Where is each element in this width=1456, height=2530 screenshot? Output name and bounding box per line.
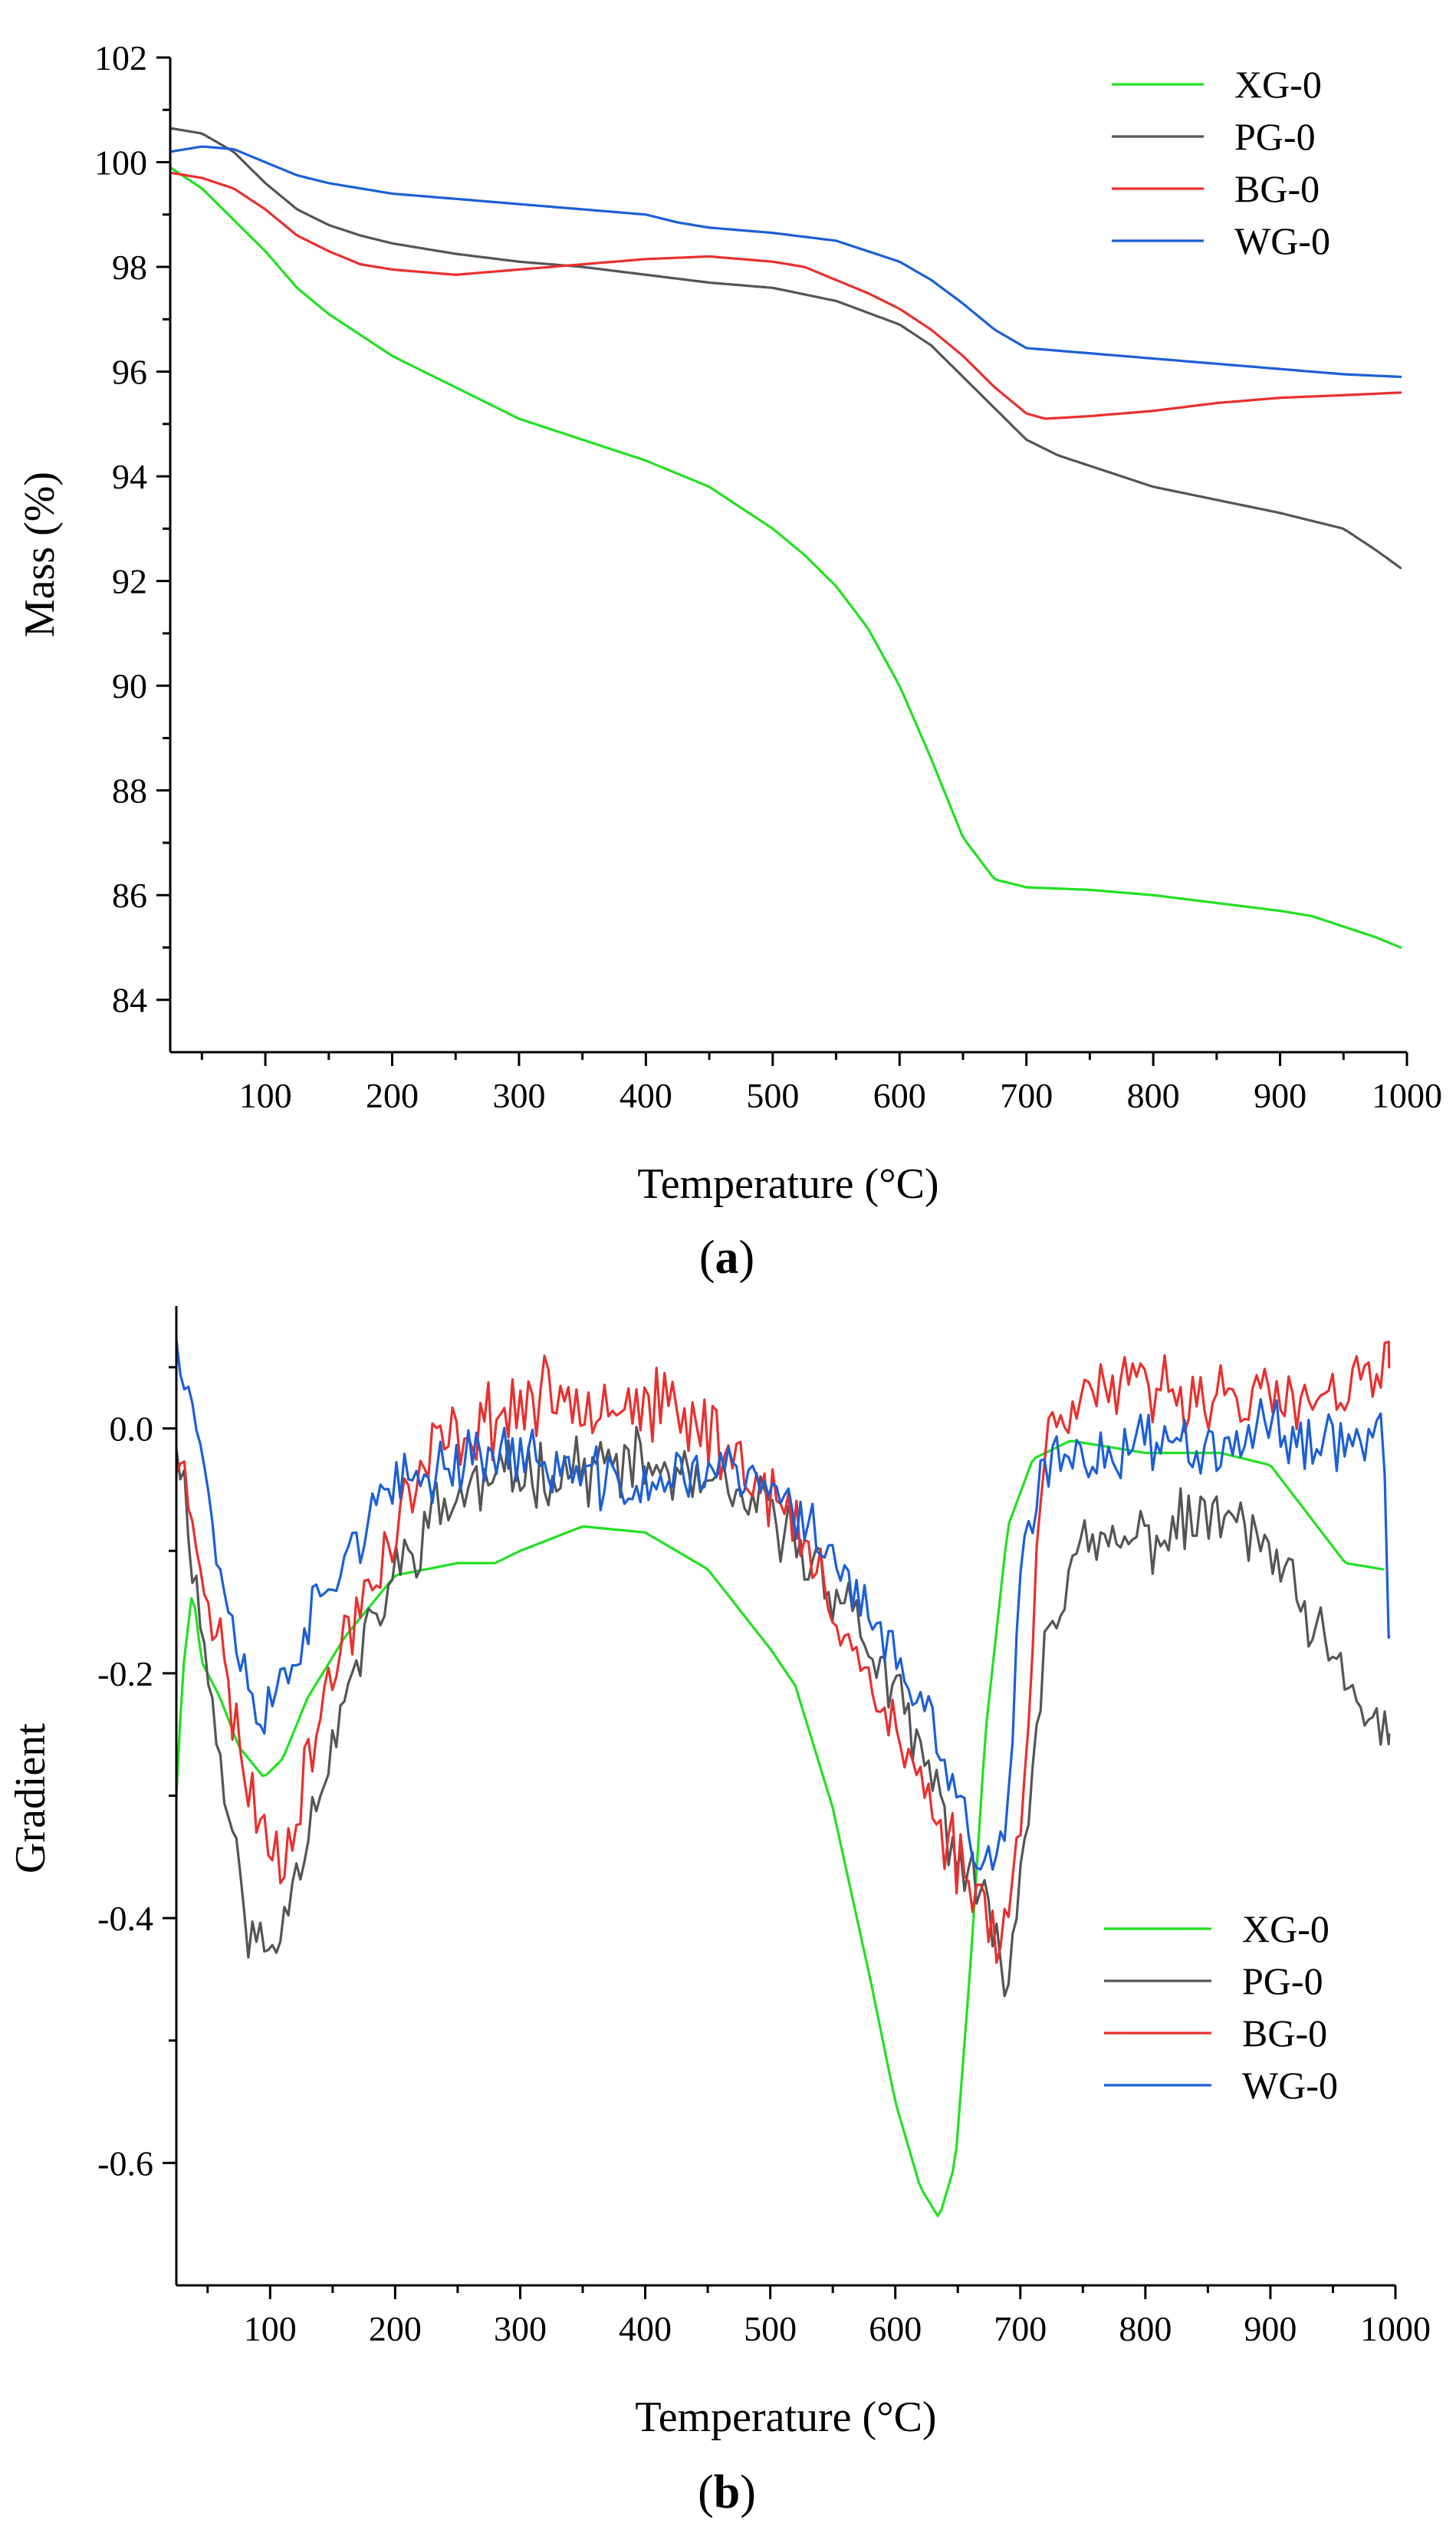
panel-a-legend-label-bg-0: BG-0 <box>1234 167 1320 210</box>
panel-a-y-tick-label: 94 <box>112 457 147 496</box>
panel-b-x-tick-label: 500 <box>744 2309 797 2348</box>
panel-a-y-tick-label: 96 <box>112 353 147 392</box>
panel-b-x-axis-title: Temperature (°C) <box>635 2393 936 2441</box>
panel-a-x-tick-label: 700 <box>1000 1076 1053 1115</box>
panel-a-x-tick-label: 800 <box>1127 1076 1180 1115</box>
panel-a-x-axis-title: Temperature (°C) <box>637 1160 938 1208</box>
panel-b-legend-label-xg-0: XG-0 <box>1242 1907 1329 1950</box>
panel-b-series-group <box>175 1338 1391 2218</box>
panel-a-x-tick-label: 1000 <box>1372 1076 1442 1115</box>
panel-a-series-pg-0 <box>169 127 1402 570</box>
panel-a-series-wg-0 <box>169 145 1402 378</box>
panel-b-x-tick-label: 1000 <box>1360 2309 1431 2348</box>
panel-a-series-bg-0 <box>169 171 1402 420</box>
panel-b-x-tick-label: 900 <box>1244 2309 1297 2348</box>
panel-b-y-tick-label: 0.0 <box>110 1410 154 1449</box>
panel-b-series-pg-0 <box>175 1426 1391 1998</box>
panel-a-y-axis-title: Mass (%) <box>16 472 64 637</box>
panel-b-y-tick-label: -0.2 <box>97 1654 153 1693</box>
panel-b-x-tick-label: 600 <box>869 2309 922 2348</box>
panel-b-x-tick-label: 100 <box>244 2309 297 2348</box>
panel-a-x-tick-label: 100 <box>239 1076 292 1115</box>
panel-b-gradient-chart: 100 200 300 400 500 600 700 800 900 1000 0.0 -0.2 -0… <box>7 1306 1431 2518</box>
panel-a-x-tick-label: 500 <box>746 1076 799 1115</box>
panel-a-tga-chart: 100 200 300 400 500 600 700 800 900 1000 84 86 88 90 9… <box>16 38 1442 1284</box>
panel-a-x-tick-label: 900 <box>1254 1076 1306 1115</box>
panel-a-x-tick-label: 300 <box>492 1076 545 1115</box>
panel-b-legend-label-wg-0: WG-0 <box>1242 2064 1338 2107</box>
panel-a-y-tick-label: 92 <box>112 562 147 601</box>
panel-a-y-tick-label: 86 <box>112 876 147 915</box>
panel-b-ticks: 100 200 300 400 500 600 700 800 900 1000 0.0 -0.2 -0… <box>97 1366 1431 2348</box>
panel-a-y-tick-label: 98 <box>112 248 147 287</box>
panel-b-label: (b) <box>698 2466 756 2518</box>
panel-b-series-wg-0 <box>175 1338 1391 1871</box>
panel-b-legend: XG-0 PG-0 BG-0 WG-0 <box>1104 1907 1338 2107</box>
panel-a-legend: XG-0 PG-0 BG-0 WG-0 <box>1112 63 1330 262</box>
panel-b-legend-label-bg-0: BG-0 <box>1242 2012 1327 2055</box>
panel-a-y-tick-label: 90 <box>112 666 147 706</box>
panel-b-legend-label-pg-0: PG-0 <box>1242 1959 1323 2002</box>
panel-a-series-xg-0 <box>169 166 1402 949</box>
panel-a-y-tick-label: 84 <box>112 981 147 1020</box>
panel-a-y-tick-label: 102 <box>94 38 147 77</box>
panel-a-x-tick-label: 200 <box>366 1076 419 1115</box>
panel-a-ticks: 100 200 300 400 500 600 700 800 900 1000 84 86 88 90 9… <box>94 38 1442 1115</box>
panel-a-x-tick-label: 400 <box>620 1076 672 1115</box>
panel-b-x-tick-label: 200 <box>369 2309 422 2348</box>
panel-b-y-tick-label: -0.6 <box>97 2143 153 2183</box>
panel-b-x-tick-label: 800 <box>1119 2309 1172 2348</box>
panel-a-legend-label-wg-0: WG-0 <box>1234 219 1330 262</box>
panel-b-x-tick-label: 400 <box>619 2309 672 2348</box>
panel-a-y-tick-label: 100 <box>94 143 147 183</box>
panel-b-series-bg-0 <box>175 1341 1391 1964</box>
panel-b-y-tick-label: -0.4 <box>97 1899 153 1938</box>
panel-a-y-tick-label: 88 <box>112 772 147 811</box>
panel-a-legend-label-xg-0: XG-0 <box>1234 63 1322 106</box>
panel-a-legend-label-pg-0: PG-0 <box>1234 115 1316 158</box>
panel-b-x-tick-label: 700 <box>994 2309 1047 2348</box>
panel-b-series-xg-0 <box>175 1439 1385 2218</box>
panel-a-series-group <box>169 127 1402 949</box>
panel-b-y-axis-title: Gradient <box>7 1723 54 1874</box>
panel-a-x-tick-label: 600 <box>873 1076 926 1115</box>
panel-a-label: (a) <box>699 1232 754 1284</box>
panel-b-x-tick-label: 300 <box>494 2309 547 2348</box>
